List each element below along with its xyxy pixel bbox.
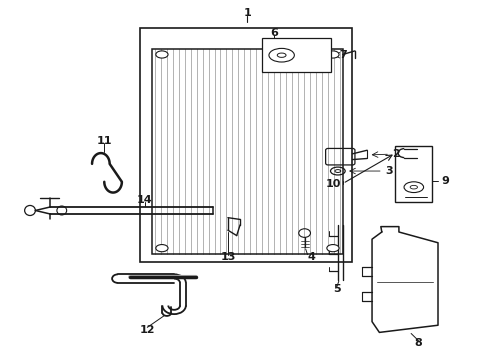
- Text: 4: 4: [307, 252, 315, 262]
- Ellipse shape: [327, 51, 339, 58]
- Ellipse shape: [156, 244, 168, 252]
- Bar: [262, 39, 331, 72]
- Bar: [395, 146, 432, 202]
- Text: 10: 10: [325, 179, 341, 189]
- Text: 13: 13: [220, 252, 236, 262]
- Ellipse shape: [156, 51, 168, 58]
- Text: 11: 11: [97, 136, 112, 145]
- Text: 8: 8: [415, 338, 422, 348]
- Text: 9: 9: [441, 176, 449, 186]
- Bar: [140, 28, 352, 262]
- Text: 12: 12: [140, 325, 155, 335]
- Text: 3: 3: [385, 166, 393, 176]
- Text: 14: 14: [137, 195, 153, 205]
- Text: 2: 2: [392, 149, 400, 159]
- Bar: [152, 49, 343, 253]
- Ellipse shape: [327, 244, 339, 252]
- Text: 7: 7: [339, 50, 346, 60]
- Text: 5: 5: [333, 284, 341, 294]
- Text: 6: 6: [270, 28, 278, 38]
- Text: 1: 1: [244, 8, 251, 18]
